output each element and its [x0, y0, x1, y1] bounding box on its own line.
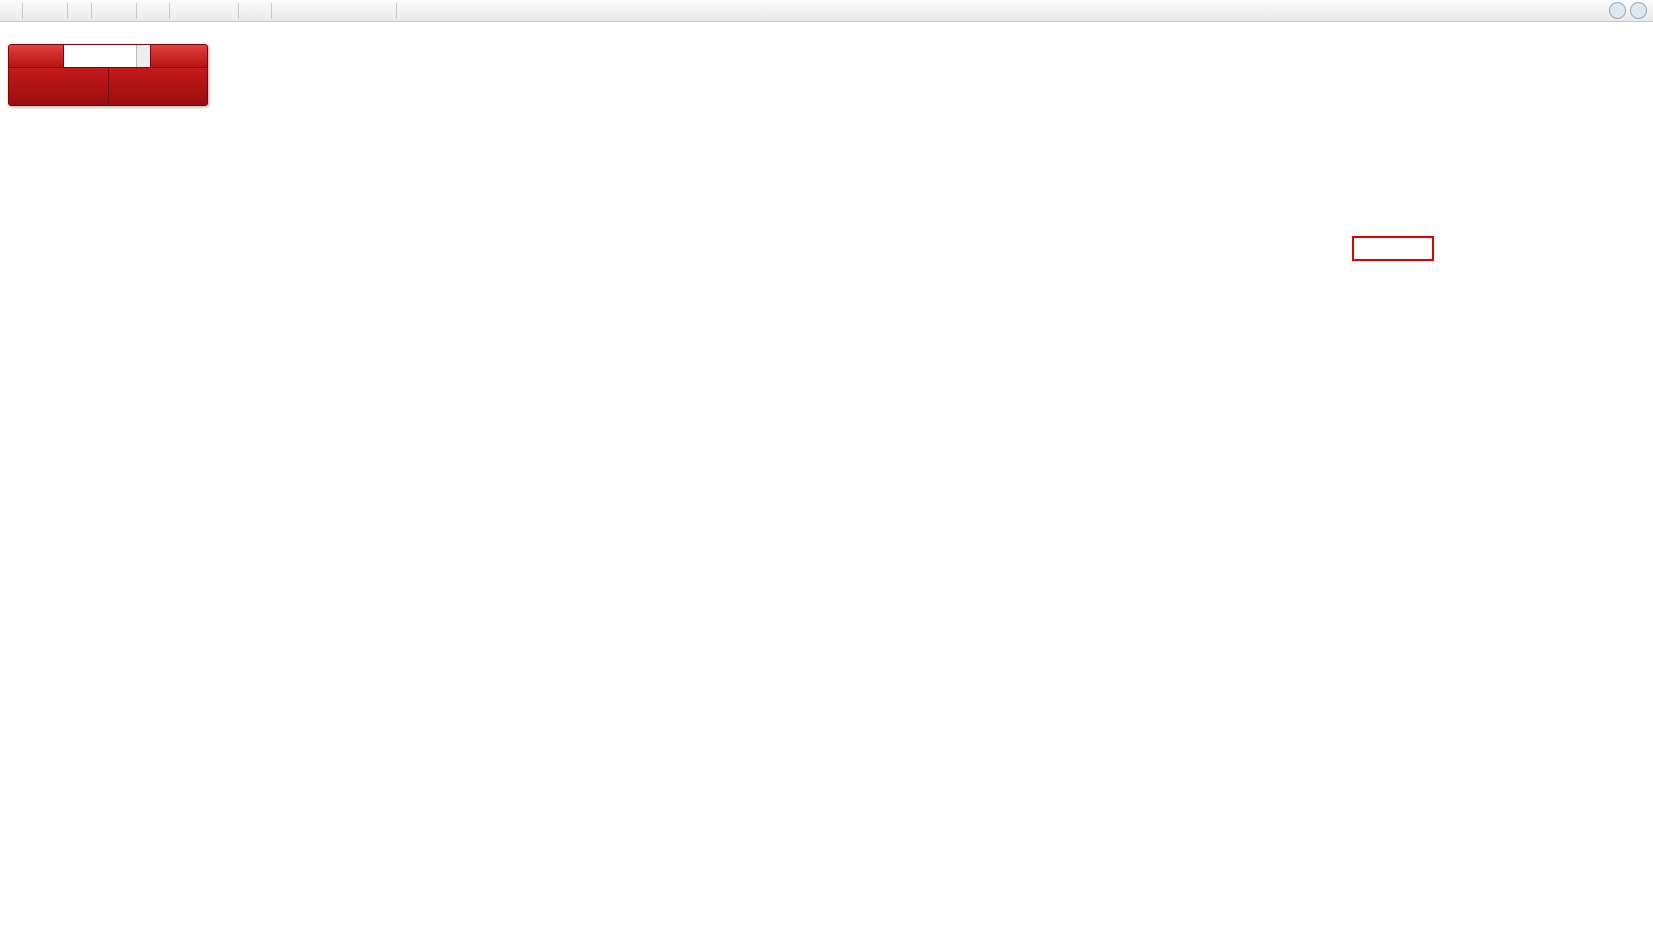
text-tool-button[interactable] [337, 2, 347, 20]
toolbar-separator [169, 2, 170, 19]
toolbar-separator [238, 2, 239, 19]
line-chart-button[interactable] [121, 2, 131, 20]
indicators-button[interactable] [187, 2, 201, 20]
support-chat-icon[interactable] [1630, 2, 1647, 19]
volume-spinner [136, 45, 150, 67]
candlestick-chart-button[interactable] [109, 2, 119, 20]
volume-up-icon[interactable] [137, 45, 150, 56]
toolbar-separator [91, 2, 92, 19]
history-button[interactable] [28, 2, 38, 20]
trendline-button[interactable] [301, 2, 311, 20]
buy-button[interactable] [151, 45, 207, 67]
rsi-label [4, 715, 10, 726]
toolbar-separator [67, 2, 68, 19]
one-click-trading-panel [8, 44, 208, 106]
templates-button[interactable] [219, 2, 233, 20]
toolbar [0, 0, 1653, 22]
profile-button[interactable] [40, 2, 50, 20]
fibonacci-button[interactable] [325, 2, 335, 20]
shapes-button[interactable] [361, 2, 375, 20]
channel-button[interactable] [313, 2, 323, 20]
volume-field[interactable] [63, 45, 151, 67]
cursor-button[interactable] [244, 2, 254, 20]
autotrading-button[interactable] [73, 2, 86, 20]
price-callout-19211[interactable] [1352, 236, 1434, 261]
toolbar-right-icons [1609, 2, 1649, 19]
toolbar-separator [136, 2, 137, 19]
zoom-in-button[interactable] [142, 2, 152, 20]
toolbar-separator [271, 2, 272, 19]
vertical-line-button[interactable] [277, 2, 287, 20]
horizontal-line-button[interactable] [289, 2, 299, 20]
bar-chart-button[interactable] [97, 2, 107, 20]
new-chart-button[interactable] [203, 2, 217, 20]
tile-windows-button[interactable] [175, 2, 185, 20]
arrows-tool-button[interactable] [377, 2, 391, 20]
market-watch-button[interactable] [52, 2, 62, 20]
zoom-out-button[interactable] [154, 2, 164, 20]
community-icon[interactable] [1609, 2, 1626, 19]
toolbar-separator [22, 2, 23, 19]
sell-price[interactable] [9, 68, 109, 105]
crosshair-button[interactable] [256, 2, 266, 20]
macd-label [4, 556, 16, 567]
sell-button[interactable] [9, 45, 63, 67]
buy-price[interactable] [108, 68, 207, 105]
toolbar-separator [396, 2, 397, 19]
label-tool-button[interactable] [349, 2, 359, 20]
chart-header [8, 26, 18, 38]
volume-down-icon[interactable] [137, 56, 150, 67]
new-order-button[interactable] [4, 2, 17, 20]
